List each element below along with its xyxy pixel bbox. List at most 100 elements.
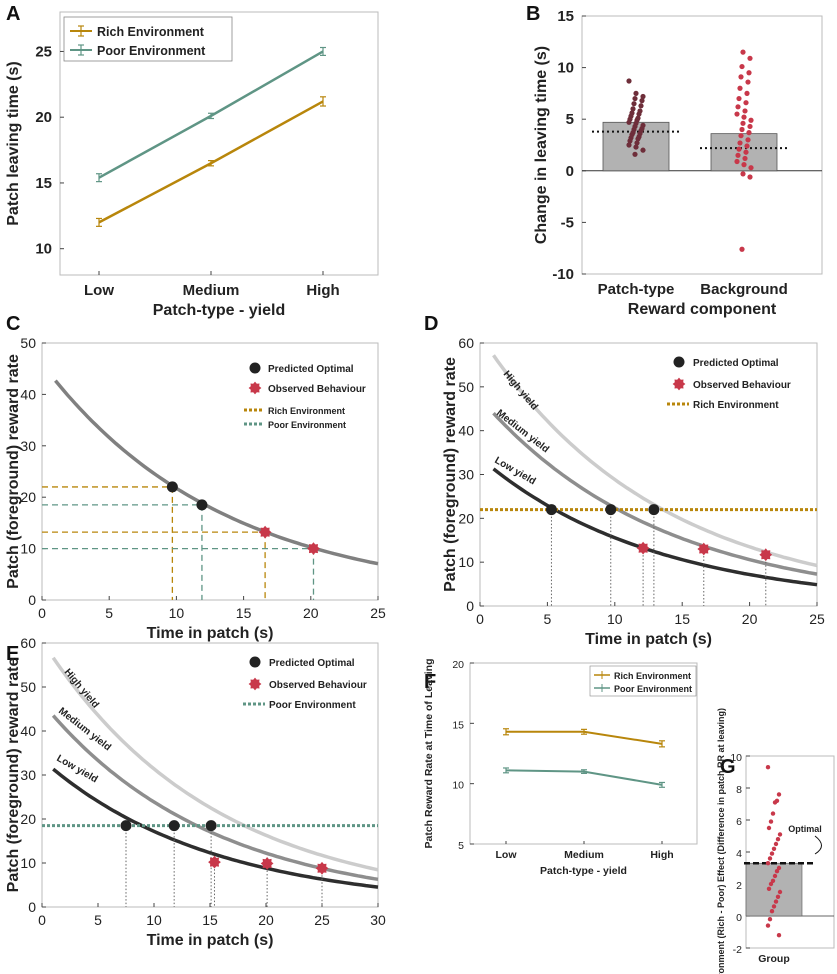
panel-g-plot-box <box>745 755 835 949</box>
panel-f-x-tick-label: Medium <box>564 849 604 861</box>
panel-d-legend-label: Observed Behaviour <box>693 380 791 391</box>
panel-c-legend-label: Rich Environment <box>268 406 345 416</box>
panel-b-point-background <box>746 130 752 136</box>
panel-e: E 0 10 20 30 40 50 60 0 5 10 15 20 25 30 Time in patch … <box>5 635 386 949</box>
panel-g-point <box>771 904 777 909</box>
panel-e-y-tick-label: 0 <box>28 899 36 915</box>
panel-b-point-background <box>744 90 750 96</box>
panel-g-point <box>766 825 772 831</box>
panel-b-point-patch-type <box>632 151 638 157</box>
panel-b-point-background <box>734 158 740 165</box>
panel-f-y-tick-label: 5 <box>458 840 464 852</box>
panel-d: D 0 10 20 30 40 50 60 0 5 10 15 20 25 Time in patch (s… <box>424 313 825 648</box>
panel-b-point-background <box>747 174 753 180</box>
panel-b-point-background <box>739 126 745 133</box>
panel-b-point-background <box>735 104 741 110</box>
panel-e-curve <box>51 656 379 872</box>
panel-g-point <box>770 878 776 883</box>
panel-d-curve-label: High yield <box>501 369 540 413</box>
panel-c-y-tick-label: 30 <box>20 438 36 454</box>
panel-b-point-background <box>734 111 740 117</box>
panel-b-point-patch-type <box>638 103 644 109</box>
panel-d-legend-observed-marker <box>672 377 686 391</box>
panel-a-legend-label: Rich Environment <box>97 25 205 39</box>
panel-a-xlabel: Patch-type - yield <box>153 302 285 319</box>
panel-d-optimal-point <box>545 504 557 516</box>
panel-a-plot-box <box>59 11 379 276</box>
panel-b-y-tick-label: -5 <box>561 214 574 231</box>
panel-a-legend-box <box>63 16 233 62</box>
panel-d-y-tick-label: 60 <box>458 335 474 351</box>
panel-a-x-tick-label: High <box>306 282 339 299</box>
panel-c-x-tick-label: 25 <box>370 605 386 621</box>
panel-d-x-tick-label: 0 <box>476 611 484 627</box>
panel-c-legend-label: Predicted Optimal <box>268 364 354 375</box>
panel-b-point-background <box>739 246 745 252</box>
panel-b-point-patch-type <box>636 111 642 117</box>
panel-c-optimal-point <box>196 499 208 511</box>
panel-g-point <box>773 899 779 904</box>
panel-b-point-background <box>748 117 754 123</box>
panel-b: B -10 -5 0 5 10 15 Patch-type Background Reward c… <box>526 3 823 318</box>
panel-b-point-background <box>744 143 750 149</box>
panel-c-x-tick-label: 0 <box>38 605 46 621</box>
panel-g-point <box>769 851 775 856</box>
panel-a-x-tick-label: Medium <box>183 282 240 299</box>
panel-g-point <box>777 832 783 837</box>
panel-e-y-tick-label: 10 <box>20 855 36 871</box>
panel-b-point-background <box>743 149 749 155</box>
panel-e-legend-label: Observed Behaviour <box>269 680 367 691</box>
panel-b-point-background <box>747 123 753 130</box>
panel-b-y-tick-label: 0 <box>566 163 574 180</box>
panel-b-xlabel: Reward component <box>628 301 777 318</box>
panel-d-y-tick-label: 50 <box>458 379 474 395</box>
panel-a-y-tick-label: 15 <box>35 175 52 192</box>
panel-c-y-tick-label: 0 <box>28 592 36 608</box>
panel-d-legend-optimal-marker <box>673 356 685 368</box>
panel-g-point <box>768 819 774 824</box>
panel-c-legend-label: Observed Behaviour <box>268 384 366 395</box>
panel-d-legend-label: Predicted Optimal <box>693 358 779 369</box>
panel-c-y-tick-label: 50 <box>20 335 36 351</box>
panel-a-x-tick-label: Low <box>84 282 114 299</box>
panel-g-y-tick-label: -2 <box>733 944 742 956</box>
panel-c-observed-point <box>258 525 272 539</box>
panel-d-optimal-point <box>605 504 617 516</box>
panel-f-x-tick-label: Low <box>496 849 518 861</box>
panel-d-x-tick-label: 15 <box>674 611 690 627</box>
panel-e-legend-optimal-marker <box>249 656 261 668</box>
panel-c-legend-observed-marker <box>248 381 262 395</box>
panel-c-xlabel: Time in patch (s) <box>147 625 274 642</box>
panel-g-point <box>776 933 782 938</box>
panel-b-point-background <box>745 137 751 143</box>
panel-g-y-tick-label: 6 <box>736 816 742 828</box>
panel-b-point-background <box>736 146 742 152</box>
panel-f-label: F <box>424 671 436 693</box>
panel-d-y-tick-label: 30 <box>458 467 474 483</box>
panel-b-plot-box <box>581 15 823 275</box>
panel-e-optimal-point <box>205 820 217 832</box>
panel-a-y-tick-label: 20 <box>35 109 52 126</box>
panel-b-point-background <box>743 100 749 106</box>
panel-g-point <box>775 837 781 842</box>
panel-g-y-tick-label: 4 <box>736 848 742 860</box>
panel-c-x-tick-label: 20 <box>303 605 319 621</box>
panel-b-ylabel: Change in leaving time (s) <box>533 46 550 244</box>
panel-c-x-tick-label: 5 <box>105 605 113 621</box>
panel-b-point-patch-type <box>626 142 632 148</box>
panel-e-x-tick-label: 0 <box>38 912 46 928</box>
panel-b-point-background <box>740 120 746 126</box>
panel-b-point-patch-type <box>635 136 641 142</box>
panel-b-point-background <box>740 171 746 177</box>
panel-b-point-background <box>741 162 747 168</box>
panel-f-legend-label: Poor Environment <box>614 684 692 694</box>
panel-b-point-background <box>745 79 751 85</box>
panel-g-point <box>765 861 771 866</box>
panel-c-y-tick-label: 10 <box>20 541 36 557</box>
panel-g-point <box>769 909 775 914</box>
panel-g-optimal-arrow <box>814 835 822 855</box>
panel-c-plot-box <box>41 342 379 601</box>
panel-b-point-patch-type <box>632 95 638 102</box>
panel-b-point-patch-type <box>639 98 645 104</box>
